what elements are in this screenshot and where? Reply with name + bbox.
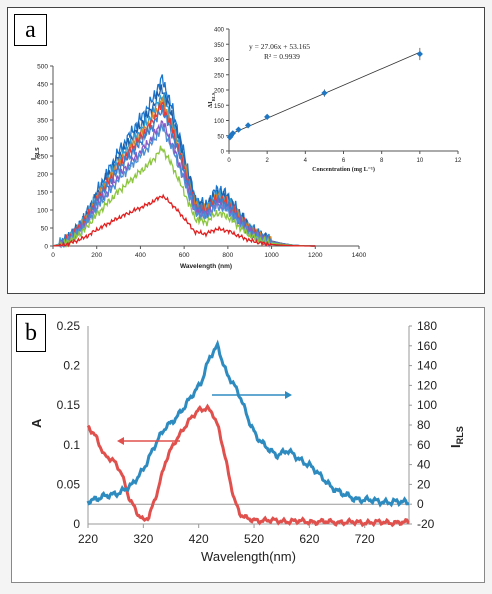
inset-data-point <box>244 122 252 129</box>
panel-b-label: b <box>16 314 46 352</box>
b-right-tick-label: 40 <box>417 458 431 472</box>
inset-x-axis-title: Concentration (mg L⁻¹) <box>312 166 375 173</box>
inset-y-tick-label: 50 <box>217 134 224 140</box>
b-x-tick-label: 520 <box>244 532 264 546</box>
inset-y-axis-title: ΔIRLS <box>207 92 216 108</box>
b-rls-line <box>86 339 410 508</box>
inset-r-squared: R² = 0.9939 <box>264 52 300 61</box>
inset-x-tick-label: 2 <box>265 158 269 164</box>
b-right-tick-label: 160 <box>417 339 437 353</box>
inset-x-tick-label: 6 <box>342 158 346 164</box>
inset-x-tick-label: 0 <box>227 158 231 164</box>
inset-x-tick-label: 10 <box>416 158 423 164</box>
b-left-tick-label: 0.05 <box>57 477 81 491</box>
b-right-tick-label: 20 <box>417 477 431 491</box>
a-y-tick-label: 350 <box>37 118 48 125</box>
b-right-tick-label: 120 <box>417 378 437 392</box>
b-arrow-head <box>117 437 124 445</box>
inset-y-tick-label: 350 <box>214 43 225 49</box>
b-right-tick-label: -20 <box>417 517 435 531</box>
a-x-tick-label: 1400 <box>352 252 367 259</box>
inset-equation: y = 27.06x + 53.165 <box>249 42 310 51</box>
a-y-tick-label: 200 <box>37 172 48 179</box>
b-right-tick-label: 100 <box>417 398 437 412</box>
b-right-tick-label: 0 <box>417 497 424 511</box>
inset-y-tick-label: 400 <box>214 28 225 34</box>
b-x-axis-title: Wavelength(nm) <box>201 549 296 564</box>
a-spectrum-line <box>52 145 316 249</box>
a-spectrum-line <box>52 120 316 248</box>
a-x-tick-label: 0 <box>51 252 55 259</box>
panel-a: a 0 50 100 150 200 250 300 350 400 450 500 0 200 400 6… <box>7 7 485 294</box>
inset-data-point <box>416 50 423 58</box>
a-x-tick-label: 400 <box>135 252 146 259</box>
a-spectrum-line <box>52 193 316 248</box>
a-y-tick-label: 100 <box>37 208 48 215</box>
a-y-tick-label: 450 <box>37 82 48 89</box>
a-spectrum-line <box>52 123 316 247</box>
b-right-tick-label: 80 <box>417 418 431 432</box>
a-y-tick-label: 300 <box>37 136 48 143</box>
b-x-tick-label: 220 <box>78 532 98 546</box>
inset-x-tick-label: 8 <box>380 158 384 164</box>
b-x-tick-label: 620 <box>299 532 319 546</box>
a-x-tick-label: 600 <box>179 252 190 259</box>
b-right-tick-label: 60 <box>417 438 431 452</box>
inset-x-tick-label: 12 <box>455 158 462 164</box>
b-x-tick-label: 320 <box>133 532 153 546</box>
inset-y-tick-label: 300 <box>214 58 225 64</box>
a-x-tick-label: 1200 <box>308 252 323 259</box>
b-left-tick-label: 0.15 <box>57 398 81 412</box>
a-x-tick-label: 800 <box>222 252 233 259</box>
b-right-axis-title: IRLS <box>448 426 465 448</box>
b-right-tick-label: 180 <box>417 319 437 333</box>
b-absorbance-line <box>86 403 410 528</box>
inset-y-tick-label: 250 <box>214 73 225 79</box>
b-x-tick-label: 720 <box>355 532 375 546</box>
a-y-axis-title: IRLS <box>29 147 41 160</box>
a-y-tick-label: 500 <box>37 64 48 71</box>
b-arrow-head <box>285 391 292 399</box>
panel-a-label: a <box>14 14 47 46</box>
a-y-tick-label: 250 <box>37 154 48 161</box>
a-x-axis-title: Wavelength (nm) <box>180 263 232 270</box>
a-y-tick-label: 150 <box>37 190 48 197</box>
inset-data-point <box>321 89 328 97</box>
b-right-tick-label: 140 <box>417 359 437 373</box>
inset-y-tick-label: 150 <box>214 104 225 110</box>
inset-y-tick-label: 100 <box>214 119 225 125</box>
b-left-tick-label: 0.25 <box>57 319 81 333</box>
inset-data-point <box>229 130 236 137</box>
a-x-tick-label: 200 <box>91 252 102 259</box>
b-x-tick-label: 420 <box>189 532 209 546</box>
panel-b: b 0 0.05 0.1 0.15 0.2 0.25 -20 0 20 40 60 80 100 120 1… <box>11 307 485 583</box>
a-y-tick-label: 400 <box>37 100 48 107</box>
b-left-tick-label: 0.1 <box>63 438 80 452</box>
a-y-tick-label: 50 <box>41 226 49 233</box>
a-x-tick-label: 1000 <box>264 252 279 259</box>
b-left-tick-label: 0.2 <box>63 359 80 373</box>
inset-y-tick-label: 200 <box>214 89 225 95</box>
inset-y-tick-label: 0 <box>221 150 225 156</box>
inset-x-tick-label: 4 <box>304 158 308 164</box>
b-left-tick-label: 0 <box>73 517 80 531</box>
b-left-axis-title: A <box>29 418 44 428</box>
a-y-tick-label: 0 <box>44 244 48 251</box>
chart-b: 0 0.05 0.1 0.15 0.2 0.25 -20 0 20 40 60 80 100 120 140… <box>29 319 465 564</box>
